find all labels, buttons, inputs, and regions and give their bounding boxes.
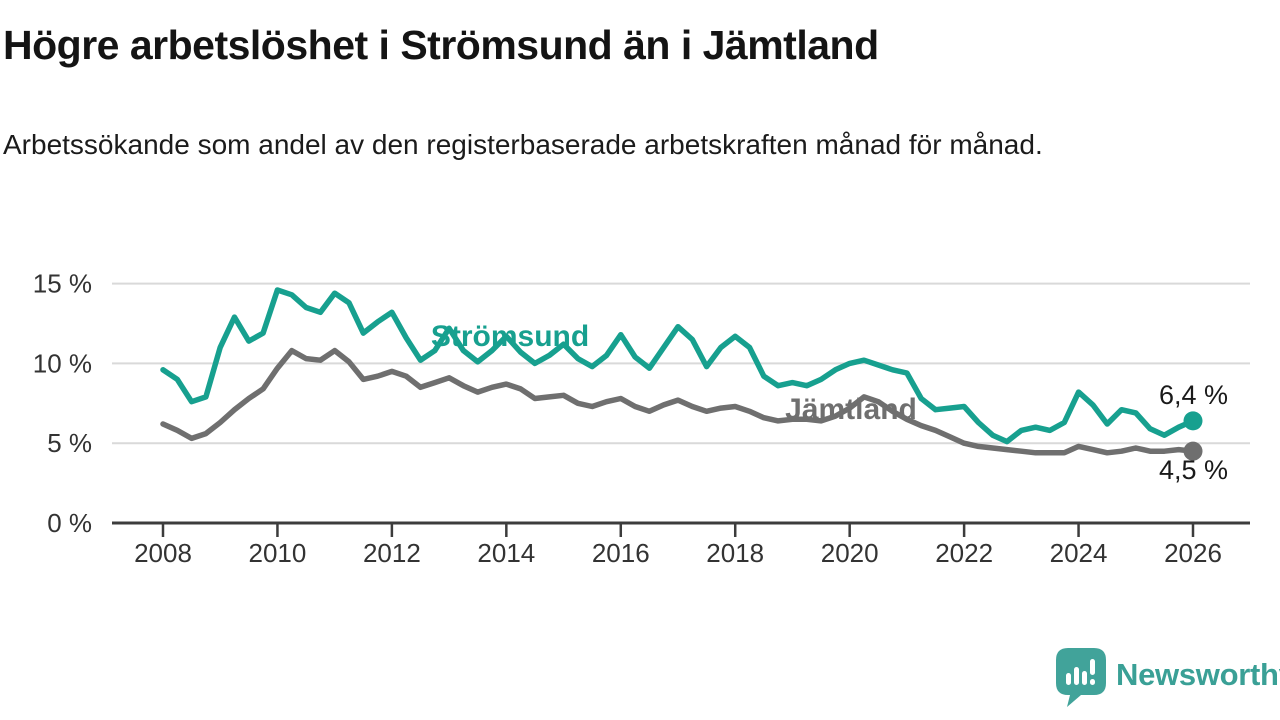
end-dot-strömsund [1183, 411, 1203, 431]
x-tick-label: 2008 [134, 538, 192, 568]
series-line-jämtland [160, 347, 1196, 456]
y-tick-label: 5 % [47, 428, 92, 458]
x-tick-label: 2016 [592, 538, 650, 568]
series-label-jämtland: Jämtland [785, 393, 917, 426]
x-tick-label: 2018 [706, 538, 764, 568]
x-tick-label: 2024 [1050, 538, 1108, 568]
brand-footer: Newsworthy [1056, 648, 1280, 708]
chart-title: Högre arbetslöshet i Strömsund än i Jämt… [3, 22, 879, 68]
y-tick-label: 15 % [33, 269, 92, 299]
x-tick-label: 2020 [821, 538, 879, 568]
x-tick-label: 2012 [363, 538, 421, 568]
brand-name: Newsworthy [1116, 656, 1280, 692]
logo-bars-icon [1066, 659, 1095, 685]
end-value-label-jämtland: 4,5 % [1159, 455, 1228, 485]
y-tick-label: 10 % [33, 348, 92, 378]
chart-subtitle: Arbetssökande som andel av den registerb… [3, 129, 1043, 160]
x-tick-label: 2026 [1164, 538, 1222, 568]
x-tick-label: 2010 [249, 538, 307, 568]
x-tick-label: 2014 [477, 538, 535, 568]
newsworthy-logo-icon [1056, 648, 1106, 707]
logo-bubble-shape [1056, 648, 1106, 707]
end-dot-jämtland [1183, 441, 1203, 461]
series-line-strömsund [160, 287, 1196, 445]
y-tick-label: 0 % [47, 508, 92, 538]
series-label-strömsund: Strömsund [431, 320, 589, 353]
x-tick-label: 2022 [935, 538, 993, 568]
end-value-label-strömsund: 6,4 % [1159, 380, 1228, 410]
